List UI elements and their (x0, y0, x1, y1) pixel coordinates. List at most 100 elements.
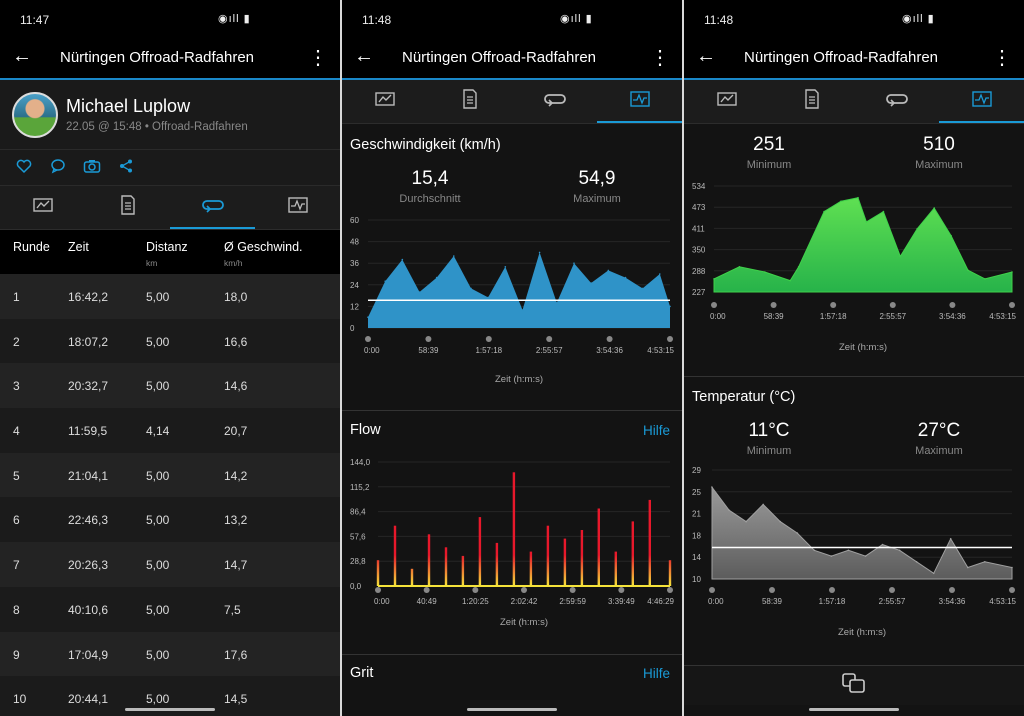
flow-bar (648, 499, 651, 586)
x-tick-label: 4:46:29 (647, 597, 674, 606)
status-bar: 11:48 ◉ıll ▮ (684, 0, 1024, 36)
more-menu-icon[interactable]: ⋮ (308, 47, 328, 69)
data-point (384, 280, 386, 282)
data-point (624, 276, 627, 279)
data-point (789, 279, 791, 282)
x-tick-label: 2:55:57 (879, 312, 906, 321)
data-point (401, 258, 404, 261)
flow-bar (512, 472, 516, 586)
home-indicator[interactable] (467, 708, 557, 711)
more-menu-icon[interactable]: ⋮ (992, 47, 1012, 69)
tab-summary[interactable] (342, 80, 427, 123)
comment-icon[interactable] (48, 158, 68, 178)
temperature-chart-title: Temperatur (°C) (692, 389, 796, 405)
lap-speed: 14,7 (224, 558, 248, 573)
data-point (847, 549, 850, 552)
table-row[interactable]: 6 22:46,3 5,00 13,2 (0, 497, 340, 543)
tab-details[interactable] (85, 186, 170, 229)
lap-distance: 5,00 (146, 334, 170, 349)
app-bar: ← Nürtingen Offroad-Radfahren ⋮ (0, 36, 340, 80)
y-tick-label: 29 (692, 466, 701, 475)
elevation-chart[interactable]: 227 288 350 411 473 534 0:00 58:39 1:57:18 2:55:5… (684, 176, 1024, 360)
camera-icon[interactable] (82, 158, 102, 178)
lap-distance: 5,00 (146, 558, 170, 573)
status-icons: ◉ıll ▮ (218, 13, 251, 25)
social-actions (0, 150, 340, 186)
app-bar: ← Nürtingen Offroad-Radfahren ⋮ (342, 36, 682, 80)
table-row[interactable]: 4 11:59,5 4,14 20,7 (0, 408, 340, 453)
y-tick-label: 86,4 (350, 508, 366, 517)
heart-icon[interactable] (14, 158, 34, 178)
lap-number: 7 (13, 558, 20, 573)
table-row[interactable]: 1 16:42,2 5,00 18,0 (0, 274, 340, 319)
data-point (504, 266, 507, 268)
speed-maximum-label: Maximum (573, 193, 621, 205)
back-arrow-icon[interactable]: ← (696, 45, 716, 67)
x-tick-marker (472, 587, 479, 593)
lap-table-header: Runde Zeit Distanz km Ø Geschwind. km/h (0, 230, 340, 274)
share-icon[interactable] (116, 158, 136, 178)
activity-tabs (0, 186, 340, 230)
back-arrow-icon[interactable]: ← (12, 45, 32, 67)
athlete-name[interactable]: Michael Luplow (66, 96, 191, 116)
x-tick-label: 4:53:15 (989, 597, 1016, 606)
flow-bar (410, 568, 414, 586)
tab-summary[interactable] (684, 80, 769, 123)
x-tick-marker (485, 336, 492, 342)
tab-laps[interactable] (170, 186, 255, 229)
tab-details[interactable] (427, 80, 512, 123)
x-tick-marker (521, 587, 527, 593)
x-tick-label: 1:57:18 (819, 597, 846, 606)
tab-laps[interactable] (512, 80, 597, 123)
tab-charts[interactable] (939, 80, 1024, 123)
home-indicator[interactable] (125, 708, 215, 711)
table-row[interactable]: 5 21:04,1 5,00 14,2 (0, 452, 340, 498)
laps-icon (885, 91, 908, 112)
lap-time: 17:04,9 (68, 647, 109, 662)
data-point (857, 196, 859, 199)
data-point (641, 287, 644, 290)
table-row[interactable]: 9 17:04,9 5,00 17,6 (0, 631, 340, 677)
avatar[interactable] (12, 92, 58, 138)
flow-help-link[interactable]: Hilfe (642, 423, 670, 438)
tab-laps[interactable] (854, 80, 939, 123)
table-row[interactable]: 3 20:32,7 5,00 14,6 (0, 363, 340, 409)
x-tick-label: 1:20:25 (462, 597, 489, 606)
status-time: 11:47 (20, 13, 50, 27)
x-tick-marker (546, 336, 553, 342)
speed-average-value: 15,4 (411, 168, 449, 189)
data-point (984, 278, 986, 280)
y-tick-label: 28,8 (350, 557, 366, 566)
series-area (713, 197, 1013, 293)
copy-layers-icon[interactable] (841, 672, 867, 699)
more-menu-icon[interactable]: ⋮ (650, 47, 670, 69)
data-point (713, 278, 715, 280)
status-time: 11:48 (704, 13, 734, 27)
y-tick-label: 18 (692, 531, 701, 540)
x-tick-label: 2:02:42 (511, 597, 538, 606)
tab-charts[interactable] (255, 186, 340, 229)
speed-chart[interactable]: 0 12 24 36 48 60 0:00 58:39 1:57:18 2:55:57 3:54:3… (342, 210, 682, 390)
x-tick-marker (425, 336, 432, 342)
charts-icon (971, 91, 992, 112)
grit-help-link[interactable]: Hilfe (642, 666, 670, 681)
back-arrow-icon[interactable]: ← (354, 45, 374, 67)
lap-speed: 20,7 (224, 424, 248, 439)
table-row[interactable]: 8 40:10,6 5,00 7,5 (0, 586, 340, 632)
profile-header: Michael Luplow 22.05 @ 15:48 • Offroad-R… (0, 80, 340, 150)
table-row[interactable]: 7 20:26,3 5,00 14,7 (0, 542, 340, 587)
tab-charts[interactable] (597, 80, 682, 123)
x-tick-marker (1009, 302, 1015, 308)
charts-icon (629, 91, 650, 112)
home-indicator[interactable] (809, 708, 899, 711)
temperature-chart[interactable]: 10 14 18 21 25 29 0:00 58:39 1:57:18 2:55:57 3:54:… (684, 460, 1024, 650)
tab-details[interactable] (769, 80, 854, 123)
tab-summary[interactable] (0, 186, 85, 229)
data-point (470, 287, 472, 290)
flow-chart[interactable]: 0,0 28,8 57,6 86,4 115,2 144,0 0:00 40:49 1:20:2… (342, 452, 682, 632)
table-row[interactable]: 2 18:07,2 5,00 16,6 (0, 318, 340, 364)
status-bar: 11:48 ◉ıll ▮ (342, 0, 682, 36)
data-point (916, 228, 918, 230)
flow-bar (495, 542, 499, 586)
flow-bar (376, 560, 380, 586)
